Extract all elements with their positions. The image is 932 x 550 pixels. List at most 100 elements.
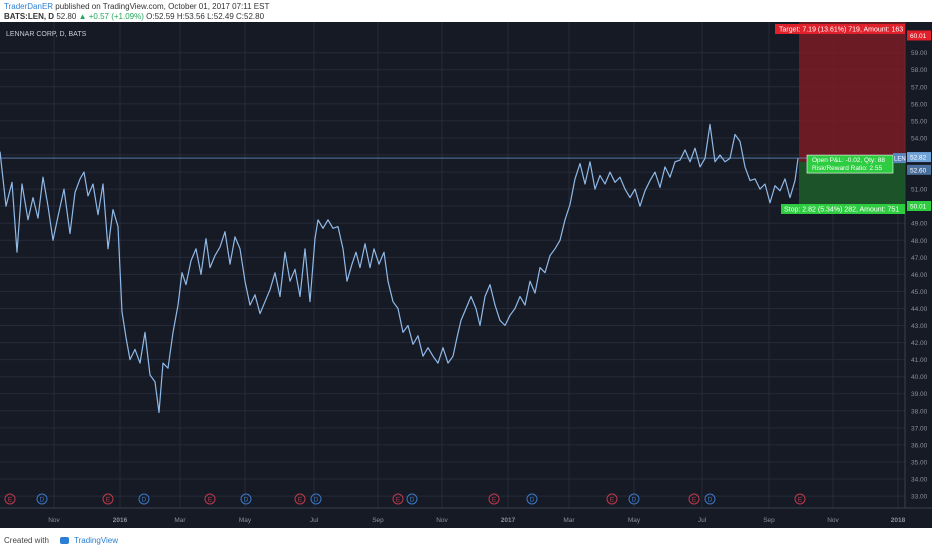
- earnings-marker-icon: [794, 493, 806, 505]
- price-tick-label: 48.00: [911, 238, 928, 245]
- event-marker-label: E: [208, 497, 213, 504]
- date-tick-label: 2017: [501, 517, 516, 524]
- stop-price-box: [907, 200, 931, 211]
- price-tick-label: 57.00: [911, 84, 928, 91]
- event-marker-label: D: [40, 497, 45, 504]
- price-tick-label: 40.00: [911, 374, 928, 381]
- price-tick-label: 34.00: [911, 477, 928, 484]
- price-tick-label: 33.00: [911, 494, 928, 501]
- price-tick-label: 55.00: [911, 118, 928, 125]
- footer-text: Created with: [4, 536, 49, 545]
- symbol-tag-label: LEN: [894, 157, 906, 163]
- stop-label: Stop: 2.82 (5.34%) 282, Amount: 751: [784, 206, 899, 213]
- event-marker-label: E: [492, 497, 497, 504]
- event-marker-label: E: [298, 497, 303, 504]
- price-tick-label: 36.00: [911, 442, 928, 449]
- price-tick-label: 42.00: [911, 340, 928, 347]
- price-tick-label: 56.00: [911, 101, 928, 108]
- price-tick-label: 49.00: [911, 221, 928, 228]
- date-tick-label: Mar: [563, 517, 575, 524]
- ratio-label: Risk/Reward Ratio: 2.55: [812, 165, 882, 172]
- date-tick-label: Nov: [48, 517, 60, 524]
- event-marker-label: D: [410, 497, 415, 504]
- event-marker-label: E: [106, 497, 111, 504]
- event-marker-label: E: [8, 497, 13, 504]
- event-marker-label: D: [244, 497, 249, 504]
- event-marker-label: D: [314, 497, 319, 504]
- price-tick-label: 41.00: [911, 357, 928, 364]
- price-tick-label: 44.00: [911, 306, 928, 313]
- earnings-marker-icon: [488, 493, 500, 505]
- price-tick-label: 58.00: [911, 67, 928, 74]
- price-series-line: [0, 123, 799, 414]
- open-value: O:52.59: [146, 12, 175, 21]
- price-tick-label: 38.00: [911, 408, 928, 415]
- current-price-label: 52.82: [910, 155, 927, 162]
- change-value: +0.57 (+1.09%): [88, 12, 144, 21]
- price-tick-label: 43.00: [911, 323, 928, 330]
- event-marker-label: E: [798, 497, 803, 504]
- dividend-marker-icon: [240, 493, 252, 505]
- stop-label-box: [781, 203, 905, 214]
- date-tick-label: Sep: [763, 517, 775, 524]
- price-tick-label: 35.00: [911, 459, 928, 466]
- publish-header: TraderDanER published on TradingView.com…: [0, 0, 932, 22]
- date-tick-label: May: [239, 517, 252, 524]
- event-marker-label: D: [142, 497, 147, 504]
- up-arrow-icon: ▲: [78, 12, 87, 21]
- target-zone: [799, 22, 905, 162]
- date-tick-label: Nov: [827, 517, 839, 524]
- entry-price-box: [907, 164, 931, 175]
- price-tick-label: 39.00: [911, 391, 928, 398]
- author-link[interactable]: TraderDanER: [4, 2, 54, 11]
- tradingview-logo-icon: [60, 537, 69, 544]
- stop-price-label: 50.01: [910, 203, 927, 210]
- earnings-marker-icon: [606, 493, 618, 505]
- date-tick-label: 2016: [113, 517, 128, 524]
- price-tick-label: 45.00: [911, 289, 928, 296]
- price-tick-label: 46.00: [911, 272, 928, 279]
- pnl-label: Open P&L: -0.02, Qty: 88: [812, 157, 885, 164]
- footer: Created with TradingView: [0, 528, 932, 550]
- symbol-label: BATS:LEN, D: [4, 12, 55, 21]
- earnings-marker-icon: [204, 493, 216, 505]
- target-label: Target: 7.19 (13.61%) 719, Amount: 163: [779, 27, 903, 34]
- date-tick-label: Jul: [310, 517, 319, 524]
- low-value: L:52.49: [207, 12, 234, 21]
- chart-legend: LENNAR CORP, D, BATS: [6, 31, 87, 38]
- dividend-marker-icon: [628, 493, 640, 505]
- ohlc-line: BATS:LEN, D 52.80 ▲ +0.57 (+1.09%) O:52.…: [4, 12, 264, 21]
- publish-info: published on TradingView.com, October 01…: [55, 2, 270, 11]
- target-price-box: [907, 30, 931, 41]
- price-tick-label: 59.00: [911, 50, 928, 57]
- date-tick-label: May: [628, 517, 641, 524]
- high-value: H:53.56: [176, 12, 205, 21]
- tradingview-link[interactable]: TradingView: [74, 536, 119, 545]
- target-label-box: [775, 24, 905, 34]
- dividend-marker-icon: [138, 493, 150, 505]
- date-tick-label: Nov: [436, 517, 448, 524]
- date-tick-label: Mar: [174, 517, 186, 524]
- dividend-marker-icon: [704, 493, 716, 505]
- earnings-marker-icon: [4, 493, 16, 505]
- entry-price-label: 52.60: [910, 167, 927, 174]
- dividend-marker-icon: [526, 493, 538, 505]
- pnl-box: [806, 154, 894, 174]
- date-tick-label: Jul: [698, 517, 707, 524]
- earnings-marker-icon: [688, 493, 700, 505]
- event-marker-label: E: [692, 497, 697, 504]
- price-chart[interactable]: 33.00 34.00 35.00 36.00 37.00 38.00 39.00 40.00…: [0, 22, 932, 528]
- price-tick-label: 37.00: [911, 425, 928, 432]
- date-tick-label: Sep: [372, 517, 384, 524]
- earnings-marker-icon: [392, 493, 404, 505]
- target-price-label: 60.01: [910, 33, 927, 40]
- chart-canvas[interactable]: 33.00 34.00 35.00 36.00 37.00 38.00 39.00 40.00…: [0, 22, 932, 528]
- event-marker-label: E: [396, 497, 401, 504]
- symbol-tag-box: [893, 153, 906, 164]
- event-marker-label: D: [708, 497, 713, 504]
- event-marker-label: D: [530, 497, 535, 504]
- price-tick-label: 47.00: [911, 255, 928, 262]
- dividend-marker-icon: [406, 493, 418, 505]
- price-tick-label: 51.00: [911, 187, 928, 194]
- last-price: 52.80: [56, 12, 77, 21]
